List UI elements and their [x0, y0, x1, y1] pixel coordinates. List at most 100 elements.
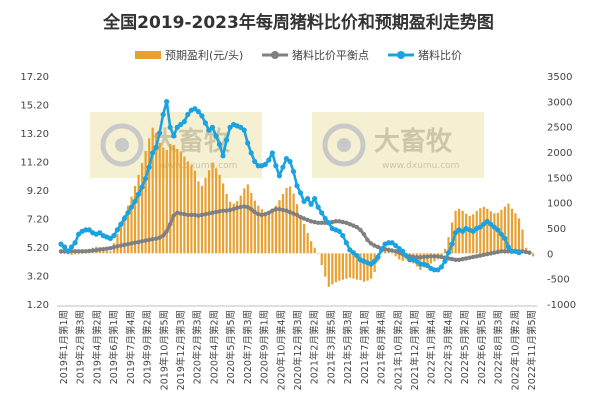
balance-point: [284, 208, 289, 213]
profit-bar: [422, 253, 426, 268]
x-axis-tick-label: 2019年2月第3周: [75, 310, 87, 384]
watermark-logo-dot-icon: [115, 138, 129, 152]
balance-point: [213, 209, 219, 215]
right-axis-tick: 2500: [547, 123, 572, 134]
balance-point: [220, 208, 226, 213]
balance-point: [175, 210, 180, 215]
ratio-point: [290, 168, 297, 175]
ratio-point: [297, 190, 304, 196]
ratio-point: [114, 227, 120, 233]
balance-point: [439, 254, 444, 260]
profit-bar: [109, 251, 112, 254]
chart-title: 全国2019-2023年每周猪料比价和预期盈利走势图: [103, 13, 494, 33]
profit-bar: [274, 205, 278, 254]
balance-point: [347, 222, 353, 227]
balance-point: [178, 211, 183, 216]
legend-item: 预期盈利(元/头): [135, 49, 243, 62]
profit-bar: [401, 253, 404, 261]
ratio-point: [125, 210, 131, 216]
ratio-point: [72, 240, 78, 246]
ratio-point: [378, 247, 385, 253]
profit-bar: [225, 194, 228, 254]
balance-point: [425, 254, 430, 259]
watermark: 大畜牧 www.dxumu.com: [312, 112, 484, 178]
ratio-point: [157, 130, 163, 136]
ratio-point: [192, 106, 198, 112]
watermark-brand: 大畜牧: [374, 126, 453, 157]
ratio-point: [153, 144, 159, 150]
profit-bar: [486, 208, 489, 254]
profit-bar: [334, 253, 337, 283]
left-axis-tick: 11.20: [20, 158, 49, 169]
ratio-point: [438, 264, 445, 270]
balance-point: [118, 243, 124, 248]
legend-marker-icon: [397, 51, 405, 59]
profit-bar: [352, 253, 355, 279]
watermark-logo-icon: [100, 123, 144, 167]
balance-point: [252, 209, 257, 215]
profit-bar: [186, 161, 190, 254]
balance-point: [485, 251, 490, 257]
x-axis-tick-label: 2020年7月第3周: [242, 310, 254, 384]
ratio-point: [238, 124, 244, 130]
x-axis-tick-label: 2020年12月第3周: [292, 310, 304, 390]
balance-point: [111, 245, 117, 250]
balance-point: [277, 207, 282, 212]
left-axis-tick: 1.20: [27, 300, 49, 311]
x-axis-tick-label: 2020年4月第2周: [208, 310, 220, 384]
left-axis-tick: 13.20: [20, 129, 49, 140]
profit-bar: [489, 211, 492, 254]
ratio-point: [248, 150, 254, 156]
profit-bar: [158, 142, 161, 254]
balance-point: [146, 237, 152, 243]
balance-point: [470, 254, 476, 260]
ratio-point: [495, 227, 501, 233]
profit-bar: [450, 222, 454, 254]
right-axis-tick: 3000: [547, 97, 572, 108]
profit-bar: [165, 149, 168, 254]
ratio-point: [308, 201, 314, 207]
profit-bar: [475, 210, 478, 254]
ratio-point: [403, 252, 409, 259]
profit-bar: [257, 205, 260, 254]
balance-point: [386, 247, 391, 253]
x-axis-tick-label: 2021年12月第1周: [409, 310, 421, 390]
profit-bar: [74, 253, 77, 255]
ratio-point: [149, 150, 156, 156]
ratio-point: [502, 235, 508, 242]
balance-point: [153, 236, 159, 241]
profit-bar: [246, 184, 249, 254]
balance-point: [143, 238, 148, 243]
profit-bar: [479, 208, 482, 254]
balance-point: [249, 207, 254, 212]
profit-bar: [126, 205, 130, 254]
right-axis-tick: -500: [547, 275, 570, 286]
ratio-point: [160, 111, 166, 118]
profit-bar: [119, 224, 123, 254]
profit-bar: [310, 241, 313, 254]
profit-bar: [200, 185, 204, 254]
balance-point: [234, 205, 240, 211]
profit-bar: [496, 212, 499, 254]
balance-point: [245, 204, 250, 210]
balance-point: [129, 241, 134, 246]
profit-bar: [218, 174, 221, 254]
balance-point: [101, 246, 106, 252]
watermark-logo-icon: [322, 123, 366, 167]
ratio-point: [167, 124, 173, 130]
x-axis-tick-label: 2022年10月第2周: [509, 310, 521, 390]
profit-bar: [105, 250, 108, 254]
balance-point: [263, 212, 268, 217]
ratio-point: [209, 124, 216, 130]
right-axis-tick: 1000: [547, 199, 572, 210]
balance-point: [308, 219, 314, 224]
profit-bar: [348, 253, 352, 278]
profit-bar: [345, 253, 348, 279]
balance-point: [460, 256, 465, 262]
profit-bar: [123, 214, 126, 254]
balance-point: [432, 254, 437, 259]
profit-bar: [366, 253, 369, 281]
profit-bar: [229, 201, 232, 254]
profit-bar: [331, 253, 334, 285]
ratio-point: [452, 230, 459, 236]
